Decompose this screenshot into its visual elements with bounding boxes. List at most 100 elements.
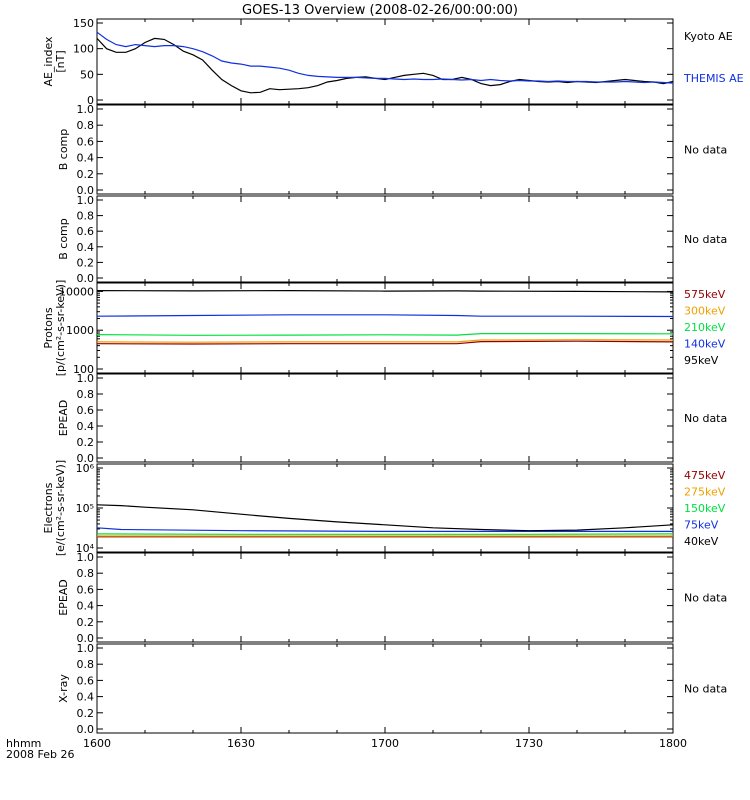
- y-tick-label: 1000: [66, 324, 94, 337]
- y-tick-label: 50: [80, 68, 94, 81]
- panels: 0 50 100 150 AE_index [nT] Kyoto AE THEMIS AE 0.…: [42, 17, 744, 736]
- y-tick-label: 10000: [59, 285, 94, 298]
- y-tick-label: 0.2: [77, 436, 95, 449]
- y-tick-label: 0.8: [77, 388, 95, 401]
- x-tick-label: 1730: [515, 737, 543, 750]
- series-line-75kev: [96, 527, 673, 533]
- no-data-label: No data: [684, 233, 727, 246]
- y-tick-label: 1.0: [77, 372, 95, 385]
- y-tick-label: 0.4: [77, 600, 95, 613]
- x-unit-label: hhmm: [6, 737, 41, 750]
- y-tick-label: 0.2: [77, 707, 95, 720]
- y-tick-label: 100: [73, 43, 94, 56]
- y-tick-label: 10⁴: [76, 542, 95, 555]
- panel-ae: 0 50 100 150 AE_index [nT] Kyoto AE THEMIS AE: [42, 17, 744, 107]
- no-data-label: No data: [684, 144, 727, 157]
- y-tick-label: 1.0: [77, 103, 95, 116]
- panel-xray: 0.0 0.2 0.4 0.6 0.8 1.0 X-ray No data: [57, 642, 727, 736]
- y-tick-label: 0.2: [77, 168, 95, 181]
- panel-frame: [96, 104, 674, 195]
- y-tick-label: 0.8: [77, 119, 95, 132]
- y-axis-label: Electrons: [42, 482, 55, 533]
- y-axis-label: X-ray: [57, 674, 70, 703]
- y-tick-label: 150: [73, 17, 94, 30]
- y-tick-label: 100: [73, 363, 94, 376]
- y-tick-label: 0.0: [77, 632, 95, 645]
- y-tick-label: 1.0: [77, 194, 95, 207]
- y-tick-label: 0.0: [77, 272, 95, 285]
- plot-title: GOES-13 Overview (2008-02-26/00:00:00): [242, 3, 518, 18]
- series-line-40kev: [96, 504, 674, 532]
- legend-label: 575keV: [684, 288, 726, 301]
- legend-label: 300keV: [684, 305, 726, 318]
- y-axis-label: Protons: [42, 307, 55, 348]
- x-tick-label: 1800: [659, 737, 687, 750]
- panel-frame: [96, 282, 674, 374]
- y-tick-label: 0.4: [77, 152, 95, 165]
- legend-label: 210keV: [684, 321, 726, 334]
- series-line-210kev: [96, 333, 674, 336]
- x-axis: 1600 1630 1700 1730 1800: [83, 737, 687, 750]
- y-tick-label: 0.4: [77, 241, 95, 254]
- y-axis-label: EPEAD: [57, 400, 70, 437]
- panel-protons: 100 1000 10000 Protons [p/(cm²-s-sr-keV)] 575…: [42, 280, 726, 377]
- series-line-140kev: [96, 314, 674, 318]
- y-tick-label: 0: [87, 94, 94, 107]
- legend-label: THEMIS AE: [683, 72, 744, 85]
- y-axis-label: AE_index: [42, 36, 55, 87]
- y-tick-label: 0.8: [77, 658, 95, 671]
- x-tick-label: 1630: [227, 737, 255, 750]
- series-line-575kev: [96, 340, 674, 345]
- y-tick-label: 0.6: [77, 225, 95, 238]
- y-tick-label: 0.6: [77, 404, 95, 417]
- panel-frame: [96, 643, 674, 734]
- legend-label: 95keV: [684, 354, 719, 367]
- y-tick-label: 0.2: [77, 616, 95, 629]
- x-tick-label: 1700: [371, 737, 399, 750]
- y-tick-label: 0.0: [77, 452, 95, 465]
- panel-frame: [96, 195, 674, 283]
- no-data-label: No data: [684, 683, 727, 696]
- panel-frame: [96, 463, 674, 553]
- y-tick-label: 1.0: [77, 642, 95, 655]
- y-tick-label: 0.0: [77, 184, 95, 197]
- y-tick-label: 0.6: [77, 674, 95, 687]
- y-tick-label: 0.6: [77, 583, 95, 596]
- panel-epead1: 0.0 0.2 0.4 0.6 0.8 1.0 EPEAD No data: [57, 372, 727, 465]
- y-tick-label: 0.6: [77, 135, 95, 148]
- panel-frame: [96, 373, 674, 463]
- legend-label: 150keV: [684, 502, 726, 515]
- y-tick-label: 10⁵: [76, 502, 94, 515]
- legend-label: 275keV: [684, 486, 726, 499]
- panel-bcomp1: 0.0 0.2 0.4 0.6 0.8 1.0 B comp No data: [57, 103, 727, 197]
- panel-epead2: 0.0 0.2 0.4 0.6 0.8 1.0 EPEAD No data: [57, 551, 727, 645]
- x-tick-label: 1600: [83, 737, 111, 750]
- y-axis-label: B comp: [57, 218, 70, 260]
- panel-bcomp2: 0.0 0.2 0.4 0.6 0.8 1.0 B comp No data: [57, 194, 727, 285]
- y-tick-label: 0.8: [77, 567, 95, 580]
- y-axis-label: [nT]: [54, 50, 67, 72]
- series-line-300kev: [96, 339, 674, 343]
- legend-label: 75keV: [684, 519, 719, 532]
- y-tick-label: 0.8: [77, 210, 95, 223]
- y-axis-label: [e/(cm²-s-sr-keV)]: [54, 460, 67, 556]
- y-tick-label: 0.2: [77, 256, 95, 269]
- legend-label: Kyoto AE: [684, 30, 733, 43]
- no-data-label: No data: [684, 412, 727, 425]
- x-date-label: 2008 Feb 26: [6, 748, 74, 761]
- legend-label: 40keV: [684, 535, 719, 548]
- y-tick-label: 10⁶: [76, 462, 95, 475]
- y-tick-label: 0.0: [77, 723, 95, 736]
- panel-frame: [96, 552, 674, 643]
- y-axis-label: [p/(cm²-s-sr-keV)]: [54, 280, 67, 377]
- y-tick-label: 0.4: [77, 691, 95, 704]
- legend-label: 140keV: [684, 338, 726, 351]
- series-line-95kev: [96, 290, 674, 293]
- legend-label: 475keV: [684, 469, 726, 482]
- y-axis-label: B comp: [57, 129, 70, 171]
- y-tick-label: 0.4: [77, 420, 95, 433]
- no-data-label: No data: [684, 592, 727, 605]
- y-tick-label: 1.0: [77, 551, 95, 564]
- series-line-themis-ae: [96, 31, 674, 84]
